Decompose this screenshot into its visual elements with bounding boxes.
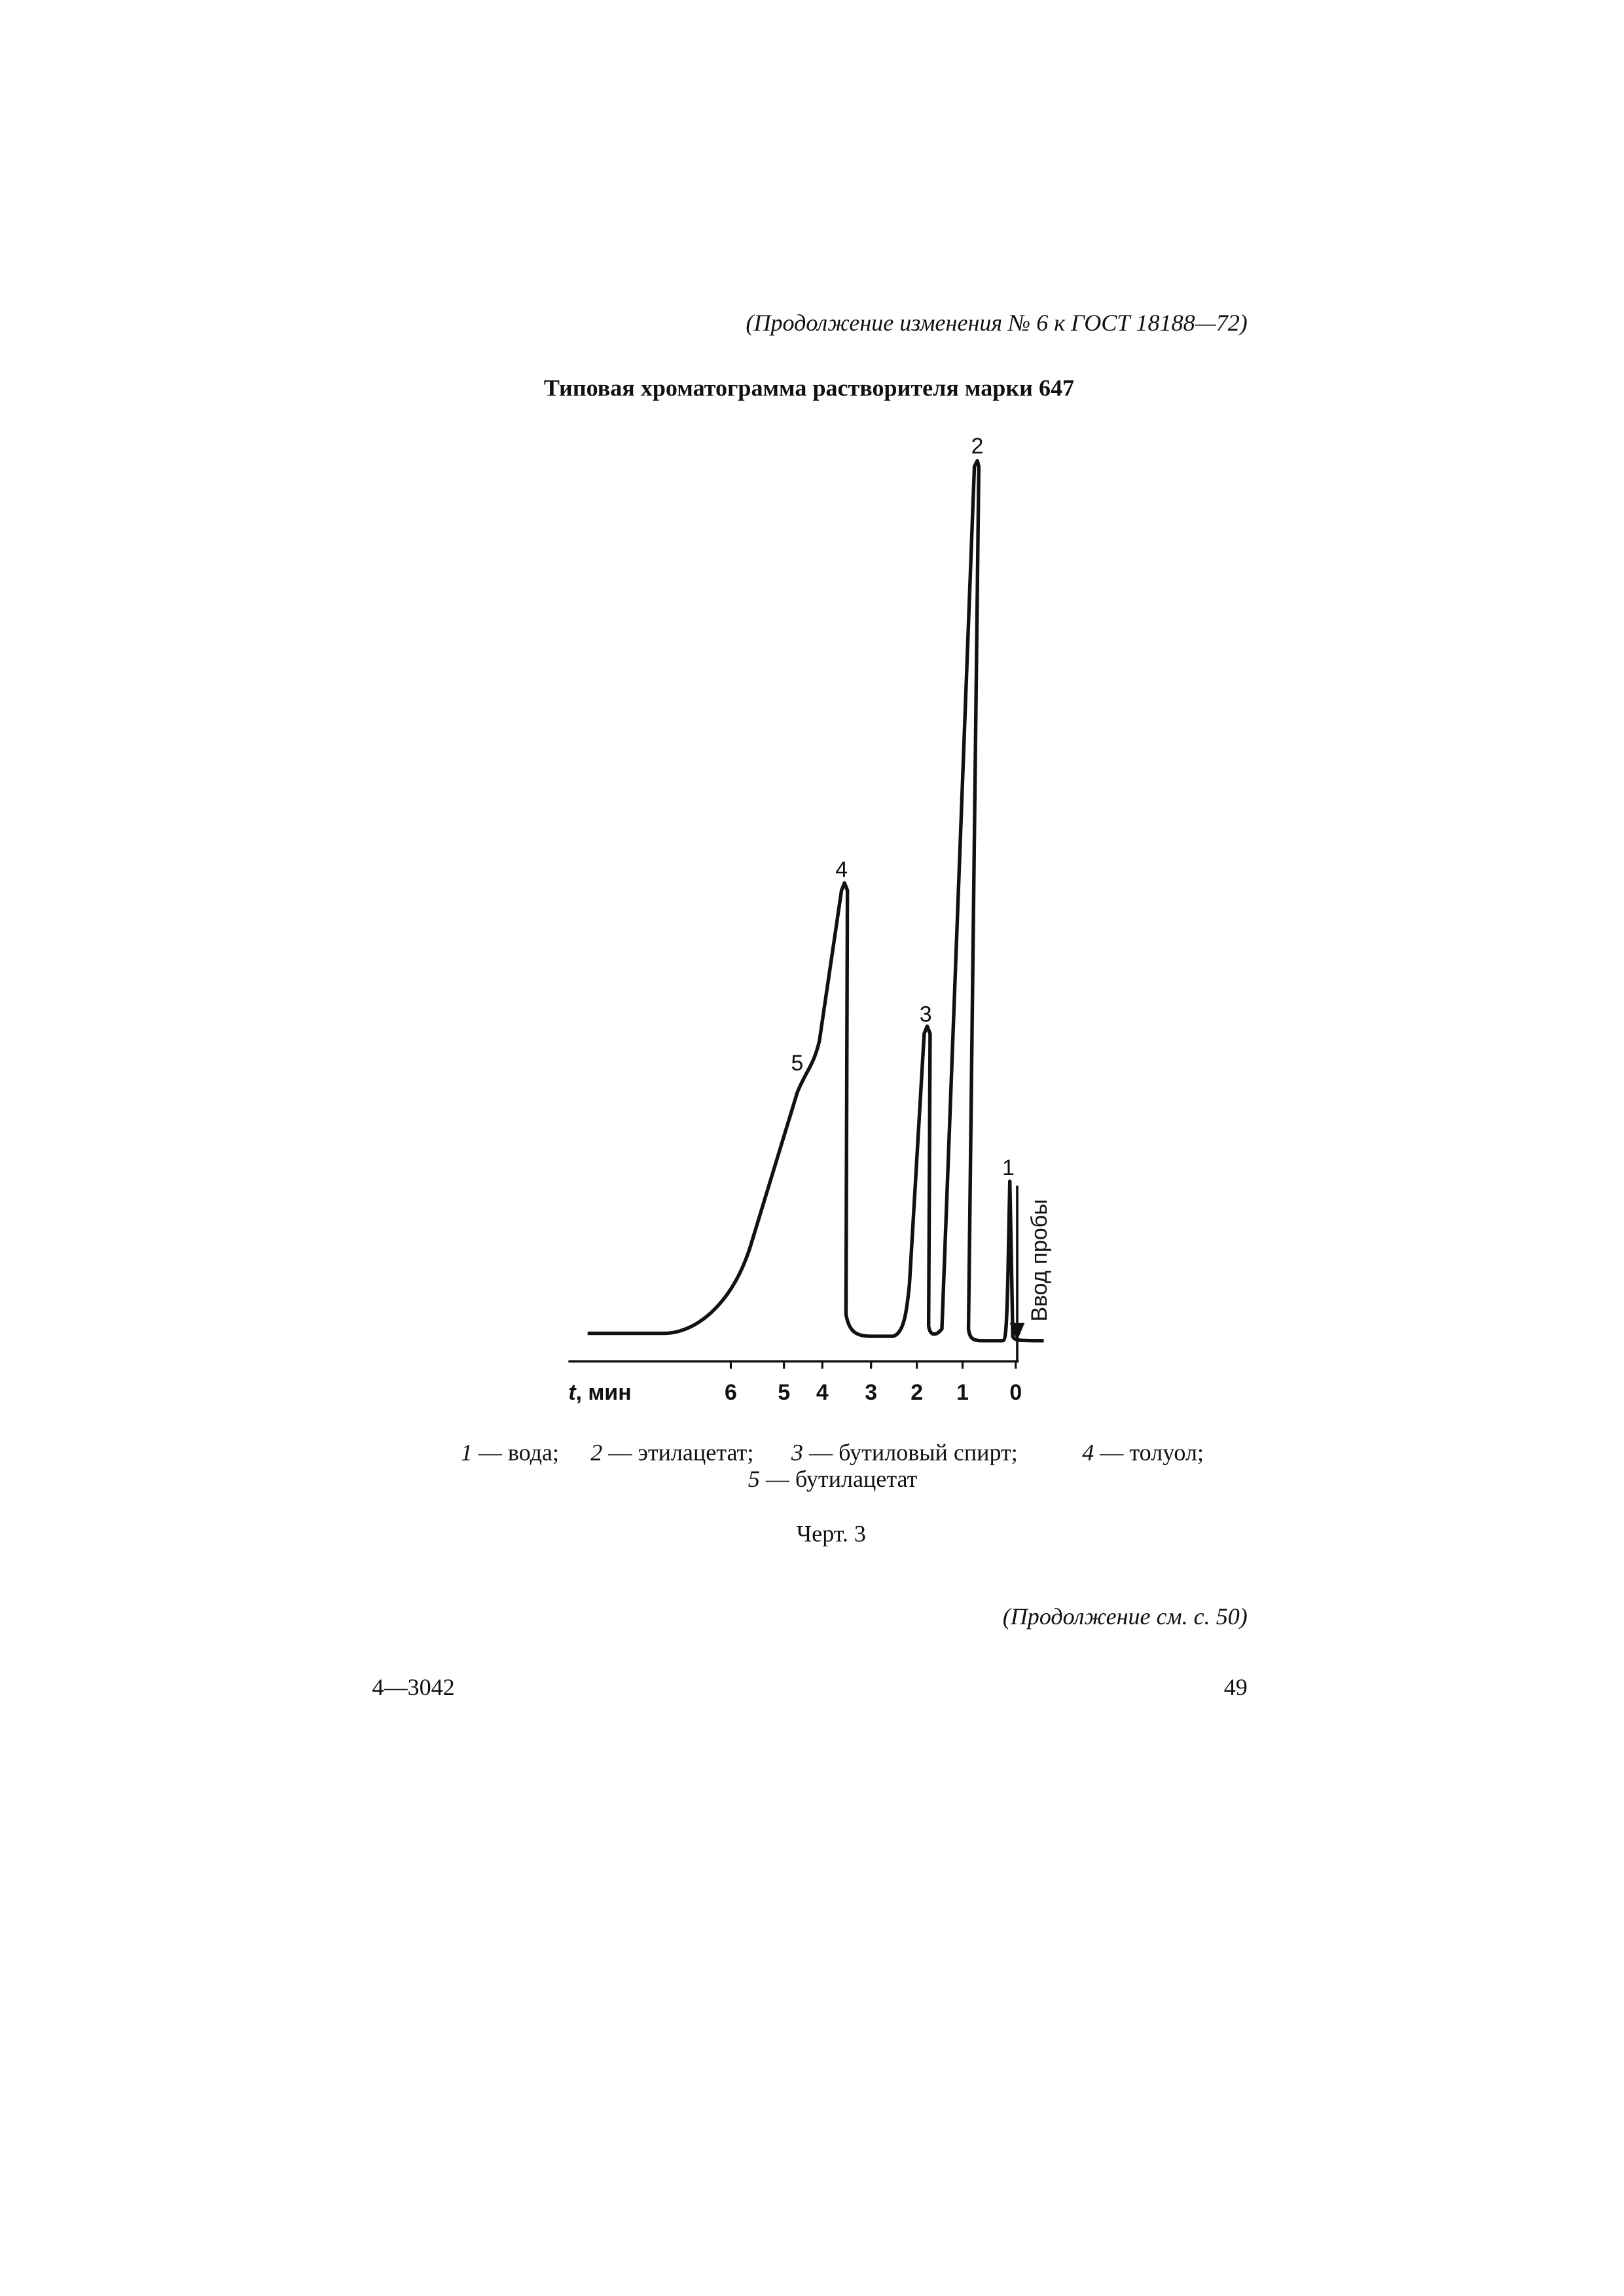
legend-item: 3 — бутиловый спирт; <box>791 1439 1018 1465</box>
legend-text: — бутилацетат <box>765 1466 918 1492</box>
axis-unit: , мин <box>576 1380 632 1405</box>
axis-variable: t <box>568 1380 577 1405</box>
legend-text: — вода; <box>478 1439 559 1465</box>
x-tick-label: 4 <box>816 1380 829 1405</box>
continuation: (Продолжение см. с. 50) <box>1003 1603 1248 1630</box>
title: Типовая хроматограмма растворителя марки… <box>544 374 1074 401</box>
injection-arrow <box>1009 1322 1025 1341</box>
legend-number: 1 <box>461 1439 473 1465</box>
x-tick-label: 5 <box>778 1380 790 1405</box>
legend-text: — этилацетат; <box>607 1439 753 1465</box>
peak-label: 1 <box>1002 1156 1015 1180</box>
peak-label: 5 <box>791 1051 804 1076</box>
peak-label: 3 <box>920 1002 932 1027</box>
x-tick-label: 0 <box>1009 1380 1022 1405</box>
x-tick-label: 2 <box>911 1380 923 1405</box>
legend-line-2: 5 — бутилацетат <box>748 1466 918 1492</box>
x-tick-label: 6 <box>725 1380 737 1405</box>
legend-number: 3 <box>791 1439 803 1465</box>
legend-item: 4 — толуол; <box>1082 1439 1204 1465</box>
peak-label: 2 <box>971 433 984 458</box>
legend-text: — толуол; <box>1099 1439 1204 1465</box>
legend-number: 5 <box>748 1466 760 1492</box>
legend-number: 2 <box>590 1439 602 1465</box>
injection-label: Ввод пробы <box>1027 1199 1052 1322</box>
x-tick-label: 3 <box>865 1380 877 1405</box>
legend-text: — бутиловый спирт; <box>808 1439 1018 1465</box>
legend-item: 2 — этилацетат; <box>590 1439 753 1465</box>
chromatogram-trace <box>587 458 1044 1343</box>
x-axis-label: t, мин <box>568 1380 631 1405</box>
legend-item: 1 — вода; <box>461 1439 559 1465</box>
footer-code: 4—3042 <box>372 1674 454 1700</box>
legend-number: 4 <box>1082 1439 1094 1465</box>
peak-label: 4 <box>835 858 848 883</box>
caption: Черт. 3 <box>797 1521 866 1547</box>
x-tick-label: 1 <box>956 1380 969 1405</box>
chromatogram: Ввод пробы t, мин 6 5 4 3 2 1 0 1 2 3 4 5 <box>568 433 1052 1405</box>
page-number: 49 <box>1224 1674 1248 1700</box>
header: (Продолжение изменения № 6 к ГОСТ 18188—… <box>746 310 1247 336</box>
